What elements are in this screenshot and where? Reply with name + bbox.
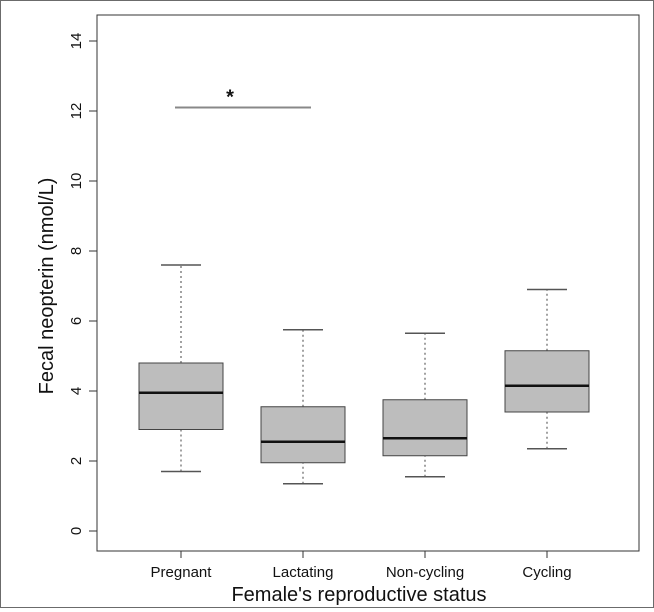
y-tick-label: 6 [68,317,85,325]
box-pregnant [138,264,224,473]
y-axis: 0 2 4 6 8 10 12 14 [68,33,98,535]
x-tick-label: Cycling [522,564,571,581]
y-axis-label: Fecal neopterin (nmol/L) [36,178,58,395]
annotations: * [175,87,311,109]
iqr-box [504,350,590,413]
y-tick-label: 14 [68,33,85,50]
iqr-box [260,406,346,464]
y-tick-label: 12 [68,103,85,120]
x-tick-label: Non-cycling [386,564,464,581]
iqr-box [382,399,468,457]
y-tick-label: 10 [68,173,85,190]
box-lactating [260,329,346,485]
box-non-cycling [382,332,468,478]
plot-area [96,14,640,552]
y-tick-label: 2 [68,457,85,465]
y-tick-label: 8 [68,247,85,255]
x-tick-label: Pregnant [151,564,213,581]
x-axis: Pregnant Lactating Non-cycling Cycling [151,550,572,581]
x-tick-label: Lactating [273,564,334,581]
significance-label: * [226,87,234,109]
x-axis-label: Female's reproductive status [231,584,486,606]
iqr-box [138,362,224,430]
y-tick-label: 4 [68,387,85,395]
box-cycling [504,288,590,450]
y-tick-label: 0 [68,527,85,535]
boxes [138,264,590,485]
